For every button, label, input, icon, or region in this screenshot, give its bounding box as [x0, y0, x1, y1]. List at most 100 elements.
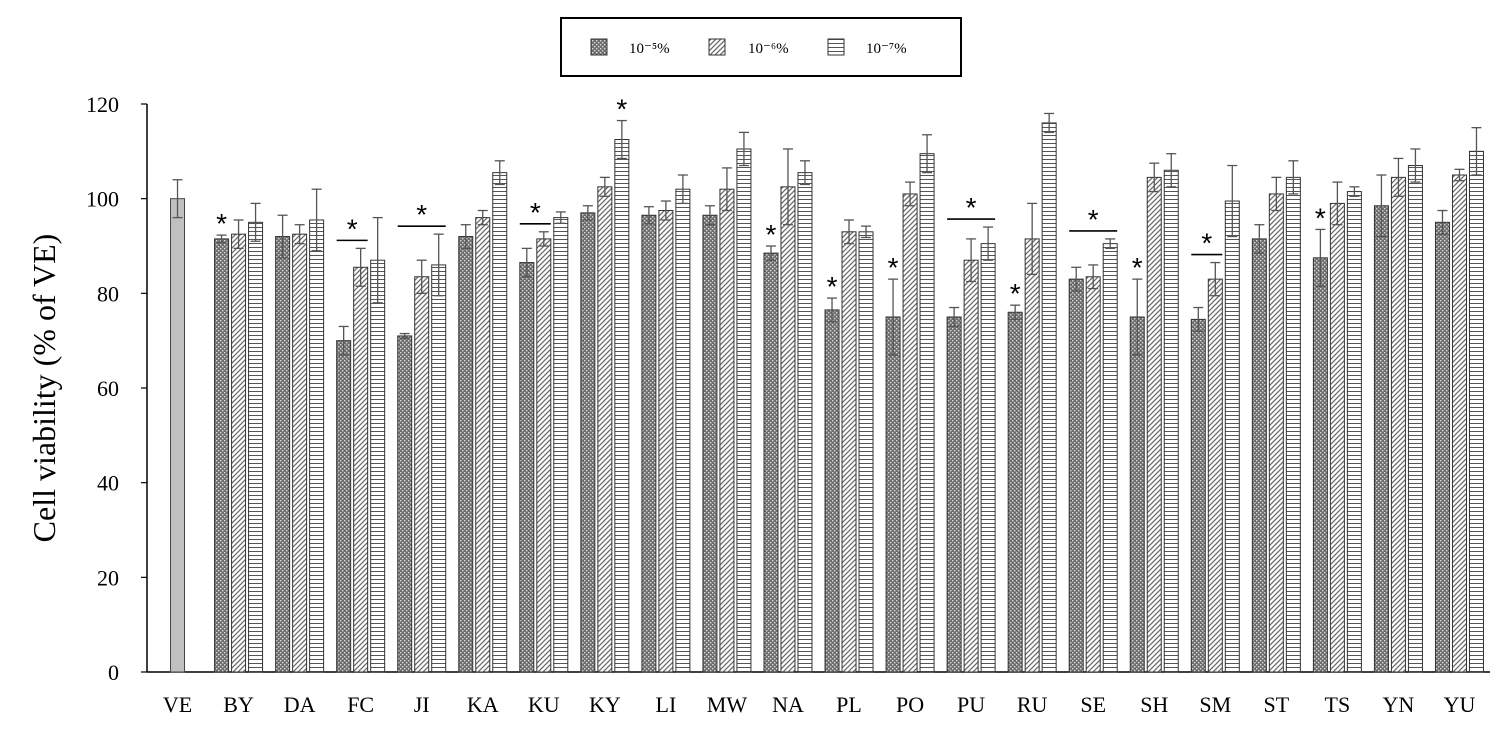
bar-YN-series3 [1407, 165, 1423, 673]
y-tick-label: 20 [97, 565, 119, 590]
category-label: SH [1140, 692, 1168, 717]
bar-PL-series2 [841, 231, 857, 673]
bar-PO-series3 [919, 153, 935, 673]
category-label: DA [284, 692, 316, 717]
bar-LI-series2 [658, 210, 674, 673]
bar-FC-series1 [336, 340, 352, 673]
bar-VE [170, 198, 186, 673]
category-label: YU [1444, 692, 1476, 717]
bar-PU-series1 [946, 316, 962, 673]
bar-MW-series2 [719, 188, 735, 673]
legend-box [560, 17, 962, 77]
bar-SH-series2 [1146, 176, 1162, 673]
legend-label-3: 10⁻⁷% [866, 41, 907, 57]
bar-PL-series3 [858, 231, 874, 673]
bar-FC-series2 [353, 266, 369, 673]
bar-MW-series1 [702, 214, 718, 673]
significance-star: * [1088, 204, 1099, 235]
legend-swatch-2 [708, 38, 726, 56]
bar-KA-series2 [475, 217, 491, 673]
y-axis-title: Cell viability (% of VE) [26, 234, 62, 543]
category-label: SE [1080, 692, 1106, 717]
bar-PU-series2 [963, 259, 979, 673]
bar-ST-series2 [1268, 193, 1284, 673]
category-label: KU [528, 692, 560, 717]
significance-star: * [530, 197, 541, 228]
bar-JI-series3 [431, 264, 447, 673]
bar-TS-series1 [1312, 257, 1328, 673]
bar-YU-series2 [1451, 174, 1467, 673]
category-label: PO [896, 692, 924, 717]
bar-DA-series3 [309, 219, 325, 673]
bar-YN-series2 [1390, 176, 1406, 673]
category-label: KA [467, 692, 499, 717]
bar-LI-series3 [675, 188, 691, 673]
y-tick-label: 0 [108, 660, 119, 685]
y-tick-label: 80 [97, 281, 119, 306]
y-tick-label: 60 [97, 376, 119, 401]
plot-area: 0 20 40 60 80 100 120 VE BY DA FC JI KA KU KY LI MW NA PL P… [86, 92, 1490, 717]
bar-FC-series3 [370, 259, 386, 673]
legend-swatch-3 [827, 38, 845, 56]
bar-KU-series2 [536, 238, 552, 673]
bar-RU-series1 [1007, 311, 1023, 673]
category-label: NA [772, 692, 804, 717]
bar-KA-series1 [458, 236, 474, 673]
bar-TS-series3 [1346, 191, 1362, 673]
bar-PL-series1 [824, 309, 840, 673]
bar-ST-series3 [1285, 176, 1301, 673]
category-label: PU [957, 692, 985, 717]
bar-YU-series1 [1434, 221, 1450, 673]
legend-swatch-1 [590, 38, 608, 56]
bar-NA-series3 [797, 172, 813, 673]
significance-star: * [1010, 278, 1021, 309]
legend: 10⁻⁵% 10⁻⁶% 10⁻⁷% [560, 17, 962, 77]
legend-label-1: 10⁻⁵% [629, 41, 670, 57]
bar-TS-series2 [1329, 202, 1345, 673]
category-label: JI [414, 692, 430, 717]
bar-YN-series1 [1373, 205, 1389, 673]
bar-KY-series2 [597, 186, 613, 673]
category-label: FC [347, 692, 374, 717]
significance-star: * [616, 94, 627, 125]
category-label: YN [1383, 692, 1415, 717]
significance-star: * [347, 213, 358, 244]
y-tick-label: 100 [86, 187, 119, 212]
bar-NA-series2 [780, 186, 796, 673]
legend-label-2: 10⁻⁶% [748, 41, 789, 57]
significance-star: * [888, 252, 899, 283]
category-label: LI [656, 692, 677, 717]
category-label: MW [707, 692, 748, 717]
significance-star: * [766, 219, 777, 250]
bar-LI-series1 [641, 214, 657, 673]
significance-star: * [1201, 228, 1212, 259]
bar-BY-series1 [214, 238, 230, 673]
bar-KY-series1 [580, 212, 596, 673]
category-label: TS [1325, 692, 1351, 717]
bar-MW-series3 [736, 148, 752, 673]
bar-KU-series1 [519, 262, 535, 673]
category-label: RU [1017, 692, 1048, 717]
category-label: VE [163, 692, 192, 717]
bar-SE-series2 [1085, 276, 1101, 673]
bar-SM-series2 [1207, 278, 1223, 673]
bar-NA-series1 [763, 252, 779, 673]
bar-JI-series2 [414, 276, 430, 673]
bar-KU-series3 [553, 217, 569, 673]
y-tick-label: 120 [86, 92, 119, 117]
bar-BY-series2 [231, 233, 247, 673]
category-label: KY [589, 692, 621, 717]
significance-star: * [416, 199, 427, 230]
bar-ST-series1 [1251, 238, 1267, 673]
bar-RU-series2 [1024, 238, 1040, 673]
category-label: PL [836, 692, 862, 717]
category-label: ST [1263, 692, 1289, 717]
bar-DA-series2 [292, 233, 308, 673]
y-tick-label: 40 [97, 471, 119, 496]
bar-BY-series3 [248, 221, 264, 673]
bar-SH-series3 [1163, 169, 1179, 673]
significance-star: * [1315, 202, 1326, 233]
bar-YU-series3 [1468, 150, 1484, 673]
bar-PU-series3 [980, 243, 996, 673]
